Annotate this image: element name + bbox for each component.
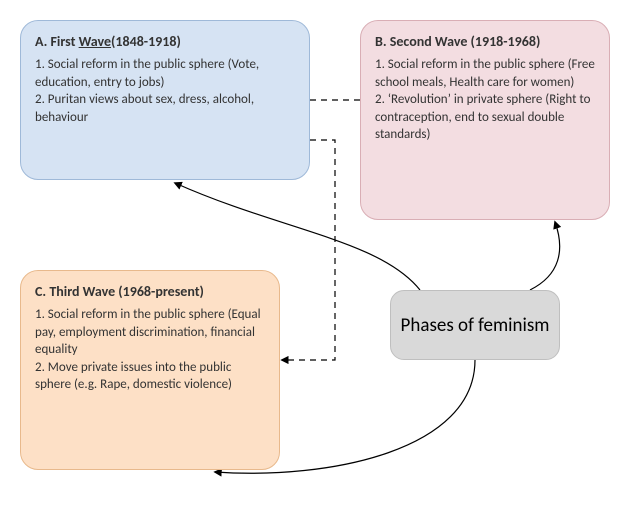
node-third-wave-body: 1. Social reform in the public sphere (E…: [35, 306, 265, 394]
node-third-wave: C. Third Wave (1968-present) 1. Social r…: [20, 270, 280, 470]
node-third-wave-title: C. Third Wave (1968-present): [35, 283, 265, 300]
node-first-wave-body: 1. Social reform in the public sphere (V…: [35, 56, 295, 126]
node-center-phases: Phases of feminism: [390, 290, 560, 360]
node-center-label: Phases of feminism: [401, 314, 550, 337]
node-first-wave: A. First Wave(1848-1918) 1. Social refor…: [20, 20, 310, 180]
node-second-wave-body: 1. Social reform in the public sphere (F…: [375, 56, 595, 144]
node-second-wave: B. Second Wave (1918-1968) 1. Social ref…: [360, 20, 610, 220]
node-second-wave-title: B. Second Wave (1918-1968): [375, 33, 595, 50]
node-first-wave-title: A. First Wave(1848-1918): [35, 33, 295, 50]
edge: [530, 222, 560, 290]
